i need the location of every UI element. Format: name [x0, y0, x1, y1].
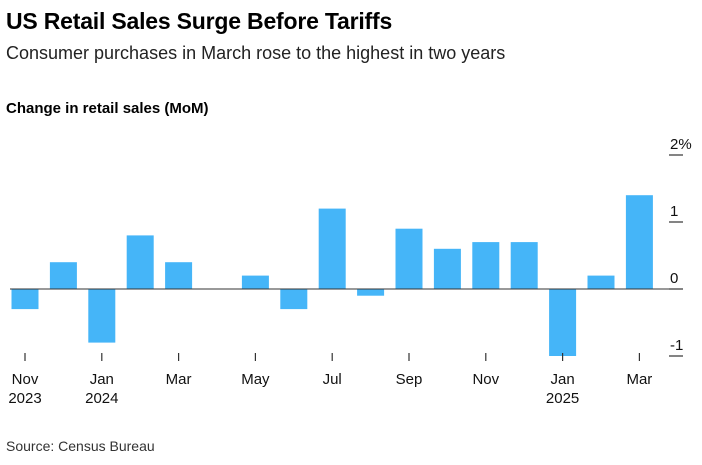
- x-tick-label-month: Jan: [90, 371, 114, 388]
- x-tick-label-month: Nov: [12, 371, 39, 388]
- x-tick-label-year: 2024: [85, 390, 118, 407]
- bar-jan-2024: [88, 289, 116, 343]
- x-tick-label-month: Sep: [396, 371, 423, 388]
- bar-nov-2024: [472, 242, 500, 289]
- y-tick-label: 2%: [670, 136, 692, 153]
- bar-jul-2024: [318, 208, 346, 289]
- chart-title: US Retail Sales Surge Before Tariffs: [6, 8, 393, 34]
- bar-jun-2024: [280, 289, 308, 310]
- bar-feb-2025: [587, 275, 615, 289]
- bar-dec-2023: [49, 262, 77, 289]
- x-tick-label-year: 2025: [546, 390, 579, 407]
- bar-feb-2024: [126, 235, 154, 289]
- x-tick-label-month: Jan: [551, 371, 575, 388]
- x-tick-label-month: Mar: [626, 371, 652, 388]
- bar-sep-2024: [395, 228, 423, 289]
- x-tick-label-month: May: [241, 371, 270, 388]
- y-tick-label: -1: [670, 337, 683, 354]
- source-note: Source: Census Bureau: [6, 438, 155, 454]
- x-tick-label-year: 2023: [8, 390, 41, 407]
- bar-chart: 2% 1 0 -1 Nov 2023 Jan 2024 Mar May Jul Sep Nov Jan 20…: [8, 136, 692, 407]
- bar-dec-2024: [510, 242, 538, 289]
- bar-mar-2024: [165, 262, 193, 289]
- bar-jan-2025: [549, 289, 577, 356]
- x-tick-label-month: Jul: [323, 371, 342, 388]
- y-tick-label: 1: [670, 203, 678, 220]
- bar-nov-2023: [11, 289, 39, 310]
- bar-may-2024: [241, 275, 269, 289]
- y-tick-label: 0: [670, 270, 678, 287]
- x-tick-label-month: Nov: [472, 371, 499, 388]
- bar-oct-2024: [433, 248, 461, 289]
- bar-mar-2025: [625, 195, 653, 289]
- chart-subtitle: Consumer purchases in March rose to the …: [6, 43, 506, 63]
- y-axis-label: Change in retail sales (MoM): [6, 100, 209, 117]
- x-tick-label-month: Mar: [166, 371, 192, 388]
- bar-aug-2024: [357, 289, 385, 296]
